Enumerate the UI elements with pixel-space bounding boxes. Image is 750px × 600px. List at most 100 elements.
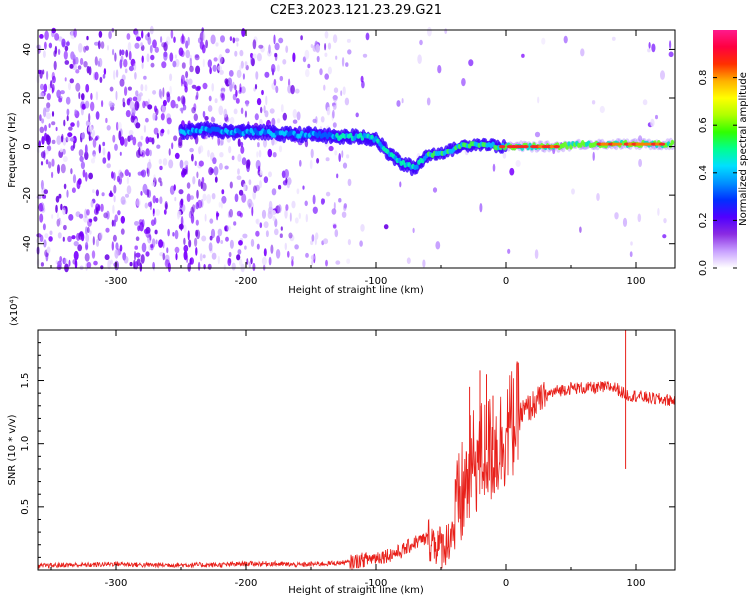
spectrogram-noise-point — [311, 234, 315, 242]
spectrogram-noise-point — [68, 259, 71, 267]
spectrogram-noise-point — [73, 250, 79, 261]
spectrogram-noise-point — [197, 261, 201, 271]
snr-y-multiplier: (x10⁴) — [9, 295, 20, 326]
snr-y-tick-label: 1.5 — [20, 373, 31, 389]
spectrogram-noise-point — [134, 245, 138, 250]
spectrogram-noise-point — [95, 189, 99, 197]
spectrogram-noise-point — [341, 150, 344, 158]
spectrogram-noise-point — [95, 206, 99, 214]
spectrogram-noise-point — [320, 116, 325, 123]
spectrogram-x-tick-label: 100 — [626, 276, 645, 287]
spectrogram-noise-point — [89, 230, 92, 235]
spectrogram-noise-point — [281, 170, 286, 179]
spectrogram-noise-point — [195, 65, 201, 75]
spectrogram-noise-point — [224, 78, 229, 85]
spectrogram-noise-point — [235, 89, 238, 97]
spectrogram-noise-point — [257, 142, 260, 148]
spectrogram-noise-point — [123, 255, 129, 264]
spectrogram-noise-point — [145, 117, 149, 123]
spectrogram-noise-point — [261, 209, 267, 219]
spectrogram-noise-point — [234, 193, 239, 203]
spectrogram-noise-point — [101, 192, 105, 197]
spectrogram-noise-point — [77, 244, 83, 252]
spectrogram-noise-point — [195, 219, 199, 226]
spectrogram-noise-point — [103, 68, 107, 75]
spectrogram-noise-point — [289, 212, 292, 222]
spectrogram-noise-point — [196, 189, 199, 199]
spectrogram-noise-point — [241, 193, 247, 203]
colorbar-tick-label: 0.6 — [698, 117, 709, 133]
spectrogram-noise-point — [279, 233, 283, 238]
spectrogram-noise-point — [95, 135, 100, 140]
spectrogram-noise-point — [235, 98, 240, 104]
spectrogram-ridge-core — [348, 132, 353, 138]
spectrogram-noise-point — [72, 174, 77, 184]
spectrogram-noise-point — [114, 143, 118, 151]
spectrogram-noise-point — [61, 38, 66, 48]
spectrogram-noise-point — [201, 182, 207, 192]
spectrogram-noise-point — [237, 138, 241, 147]
spectrogram-noise-point — [116, 175, 120, 183]
spectrogram-noise-point — [66, 115, 69, 122]
spectrogram-noise-point — [174, 229, 179, 240]
spectrogram-noise-point — [254, 113, 259, 121]
spectrogram-noise-point — [129, 261, 133, 267]
spectrogram-noise-point — [229, 239, 234, 249]
spectrogram-noise-point — [48, 123, 51, 128]
spectrogram-noise-point — [189, 54, 193, 62]
spectrogram-noise-point — [112, 234, 117, 242]
spectrogram-noise-point — [93, 260, 98, 266]
spectrogram-noise-point — [64, 60, 70, 65]
spectrogram-noise-point — [257, 165, 261, 174]
spectrogram-noise-point — [79, 57, 84, 66]
spectrogram-noise-point — [102, 141, 106, 147]
spectrogram-noise-point — [200, 181, 203, 190]
spectrogram-noise-point — [55, 126, 58, 132]
spectrogram-noise-point — [180, 107, 184, 114]
spectrogram-noise-point — [193, 113, 198, 122]
spectrogram-noise-point — [44, 30, 49, 41]
spectrogram-noise-point — [100, 203, 104, 212]
spectrogram-noise-point — [95, 238, 100, 247]
spectrogram-noise-point — [276, 118, 281, 124]
spectrogram-noise-point — [174, 54, 177, 59]
spectrogram-noise-point — [59, 256, 63, 263]
spectrogram-noise-point — [234, 37, 240, 42]
spectrogram-noise-point — [216, 212, 220, 217]
spectrogram-frame — [37, 29, 676, 269]
spectrogram-noise-point — [238, 189, 244, 196]
spectrogram-noise-point — [42, 194, 47, 199]
spectrogram-noise-point — [272, 152, 277, 158]
spectrogram-noise-point — [56, 212, 60, 219]
spectrogram-noise-point — [48, 236, 53, 242]
spectrogram-noise-point — [90, 101, 95, 112]
spectrogram-noise-point — [152, 261, 156, 270]
spectrogram-noise-point — [84, 100, 90, 109]
spectrogram-noise-point — [288, 232, 293, 239]
spectrogram-noise-point — [250, 238, 255, 247]
snr-y-tick-label: 0.5 — [20, 499, 31, 515]
spectrogram-noise-point — [63, 224, 67, 231]
snr-y-axis-label: SNR (10 * v/v) — [7, 414, 18, 485]
spectrogram-noise-point — [70, 122, 75, 127]
spectrogram-noise-point — [86, 209, 90, 216]
spectrogram-noise-point — [73, 241, 79, 247]
spectrogram-noise-point — [220, 35, 225, 43]
spectrogram-noise-point — [121, 199, 127, 205]
spectrogram-noise-point — [113, 70, 116, 80]
spectrogram-noise-point — [346, 258, 351, 264]
spectrogram-noise-point — [77, 65, 82, 70]
spectrogram-noise-point — [67, 132, 73, 138]
spectrogram-noise-point — [323, 84, 326, 91]
spectrogram-noise-point — [140, 254, 145, 264]
spectrogram-noise-point — [252, 53, 257, 59]
spectrogram-noise-point — [147, 104, 153, 110]
spectrogram-noise-point — [152, 39, 157, 49]
spectrogram-noise-point — [45, 106, 50, 113]
spectrogram-noise-point — [195, 247, 198, 256]
spectrogram-noise-point — [128, 129, 134, 136]
spectrogram-noise-point — [207, 263, 212, 270]
snr-x-ticks: -300 -200 -100 0 100 — [50, 330, 646, 589]
spectrogram-noise-point — [102, 147, 106, 156]
spectrogram-noise-point — [183, 244, 189, 253]
